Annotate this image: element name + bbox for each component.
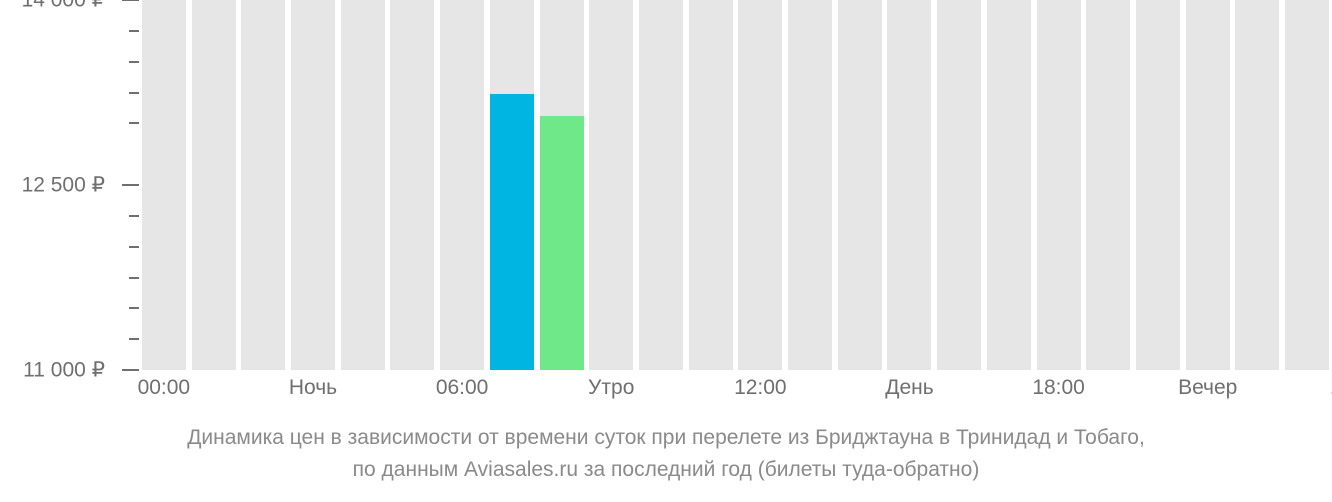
bar-column-background <box>141 0 186 370</box>
bar-column[interactable] <box>489 0 534 370</box>
bar-column-background <box>290 0 335 370</box>
x-axis-label: День <box>885 376 934 399</box>
bar-column-background <box>440 0 485 370</box>
bar-column-background <box>1136 0 1181 370</box>
y-axis-tick-minor <box>129 91 139 94</box>
bar-column-background <box>738 0 783 370</box>
bar-column[interactable] <box>986 0 1031 370</box>
bar-column-background <box>589 0 634 370</box>
bar-column[interactable] <box>788 0 833 370</box>
bar-column-background <box>638 0 683 370</box>
chart-caption: Динамика цен в зависимости от времени су… <box>0 422 1332 486</box>
bar-column-background <box>1036 0 1081 370</box>
bar-column-background <box>986 0 1031 370</box>
bar-column-background <box>688 0 733 370</box>
y-axis-tick-minor <box>129 60 139 63</box>
caption-line-2: по данным Aviasales.ru за последний год … <box>352 458 980 481</box>
bar-column-background <box>191 0 236 370</box>
bar-column[interactable] <box>837 0 882 370</box>
bar-column-background <box>340 0 385 370</box>
x-axis-label: 00:00 <box>137 376 191 399</box>
bar-column[interactable] <box>539 0 584 370</box>
x-axis-label: 24:00 <box>1331 376 1332 400</box>
x-axis: 00:00 Ночь 06:00 Утро 12:00 День 18:00 Вечер 24:… <box>137 370 1332 420</box>
y-axis-tick-minor <box>129 276 139 279</box>
bar-column[interactable] <box>589 0 634 370</box>
bar-column[interactable] <box>887 0 932 370</box>
bar-value[interactable] <box>489 93 534 370</box>
caption-line-1: Динамика цен в зависимости от времени су… <box>187 426 1145 449</box>
y-axis-tick-major <box>122 184 139 186</box>
x-axis-label: 06:00 <box>435 376 489 399</box>
bar-column-background <box>887 0 932 370</box>
y-axis-tick-minor <box>129 122 139 125</box>
bar-column[interactable] <box>1036 0 1081 370</box>
bar-value[interactable] <box>539 115 584 370</box>
bar-column[interactable] <box>1185 0 1230 370</box>
bar-column[interactable] <box>688 0 733 370</box>
bar-column[interactable] <box>141 0 186 370</box>
y-axis-tick-minor <box>129 245 139 248</box>
x-axis-label: 18:00 <box>1032 376 1085 399</box>
bar-column-background <box>1185 0 1230 370</box>
bar-column-background <box>837 0 882 370</box>
plot-area <box>139 0 1332 370</box>
y-axis: 14 000 ₽ 12 500 ₽ 11 000 ₽ <box>0 0 139 382</box>
bar-column[interactable] <box>1285 0 1330 370</box>
bar-column-background <box>937 0 982 370</box>
bar-column-background <box>788 0 833 370</box>
bar-column[interactable] <box>340 0 385 370</box>
x-axis-label: Вечер <box>1178 376 1238 399</box>
bar-column[interactable] <box>390 0 435 370</box>
bar-column-background <box>390 0 435 370</box>
bar-column[interactable] <box>738 0 783 370</box>
x-axis-label: Ночь <box>288 376 338 399</box>
x-axis-label: Утро <box>588 376 635 399</box>
bar-column[interactable] <box>290 0 335 370</box>
bar-column[interactable] <box>1136 0 1181 370</box>
x-axis-label: 12:00 <box>734 376 787 399</box>
bar-column-background <box>1285 0 1330 370</box>
y-axis-tick-minor <box>129 214 139 217</box>
bar-column-background <box>241 0 286 370</box>
y-axis-tick-minor <box>129 29 139 32</box>
y-axis-tick-major <box>122 369 139 371</box>
bar-column[interactable] <box>638 0 683 370</box>
bar-column-background <box>1235 0 1280 370</box>
y-axis-tick-major <box>122 0 139 1</box>
bar-column[interactable] <box>191 0 236 370</box>
bar-column[interactable] <box>440 0 485 370</box>
y-axis-tick-minor <box>129 307 139 310</box>
bar-column[interactable] <box>937 0 982 370</box>
y-axis-tick-minor <box>129 338 139 341</box>
y-axis-label: 12 500 ₽ <box>21 173 105 197</box>
y-axis-label: 11 000 ₽ <box>23 358 105 382</box>
bar-column[interactable] <box>1235 0 1280 370</box>
bar-column-background <box>1086 0 1131 370</box>
bar-column[interactable] <box>241 0 286 370</box>
bar-column[interactable] <box>1086 0 1131 370</box>
y-axis-label: 14 000 ₽ <box>21 0 105 12</box>
